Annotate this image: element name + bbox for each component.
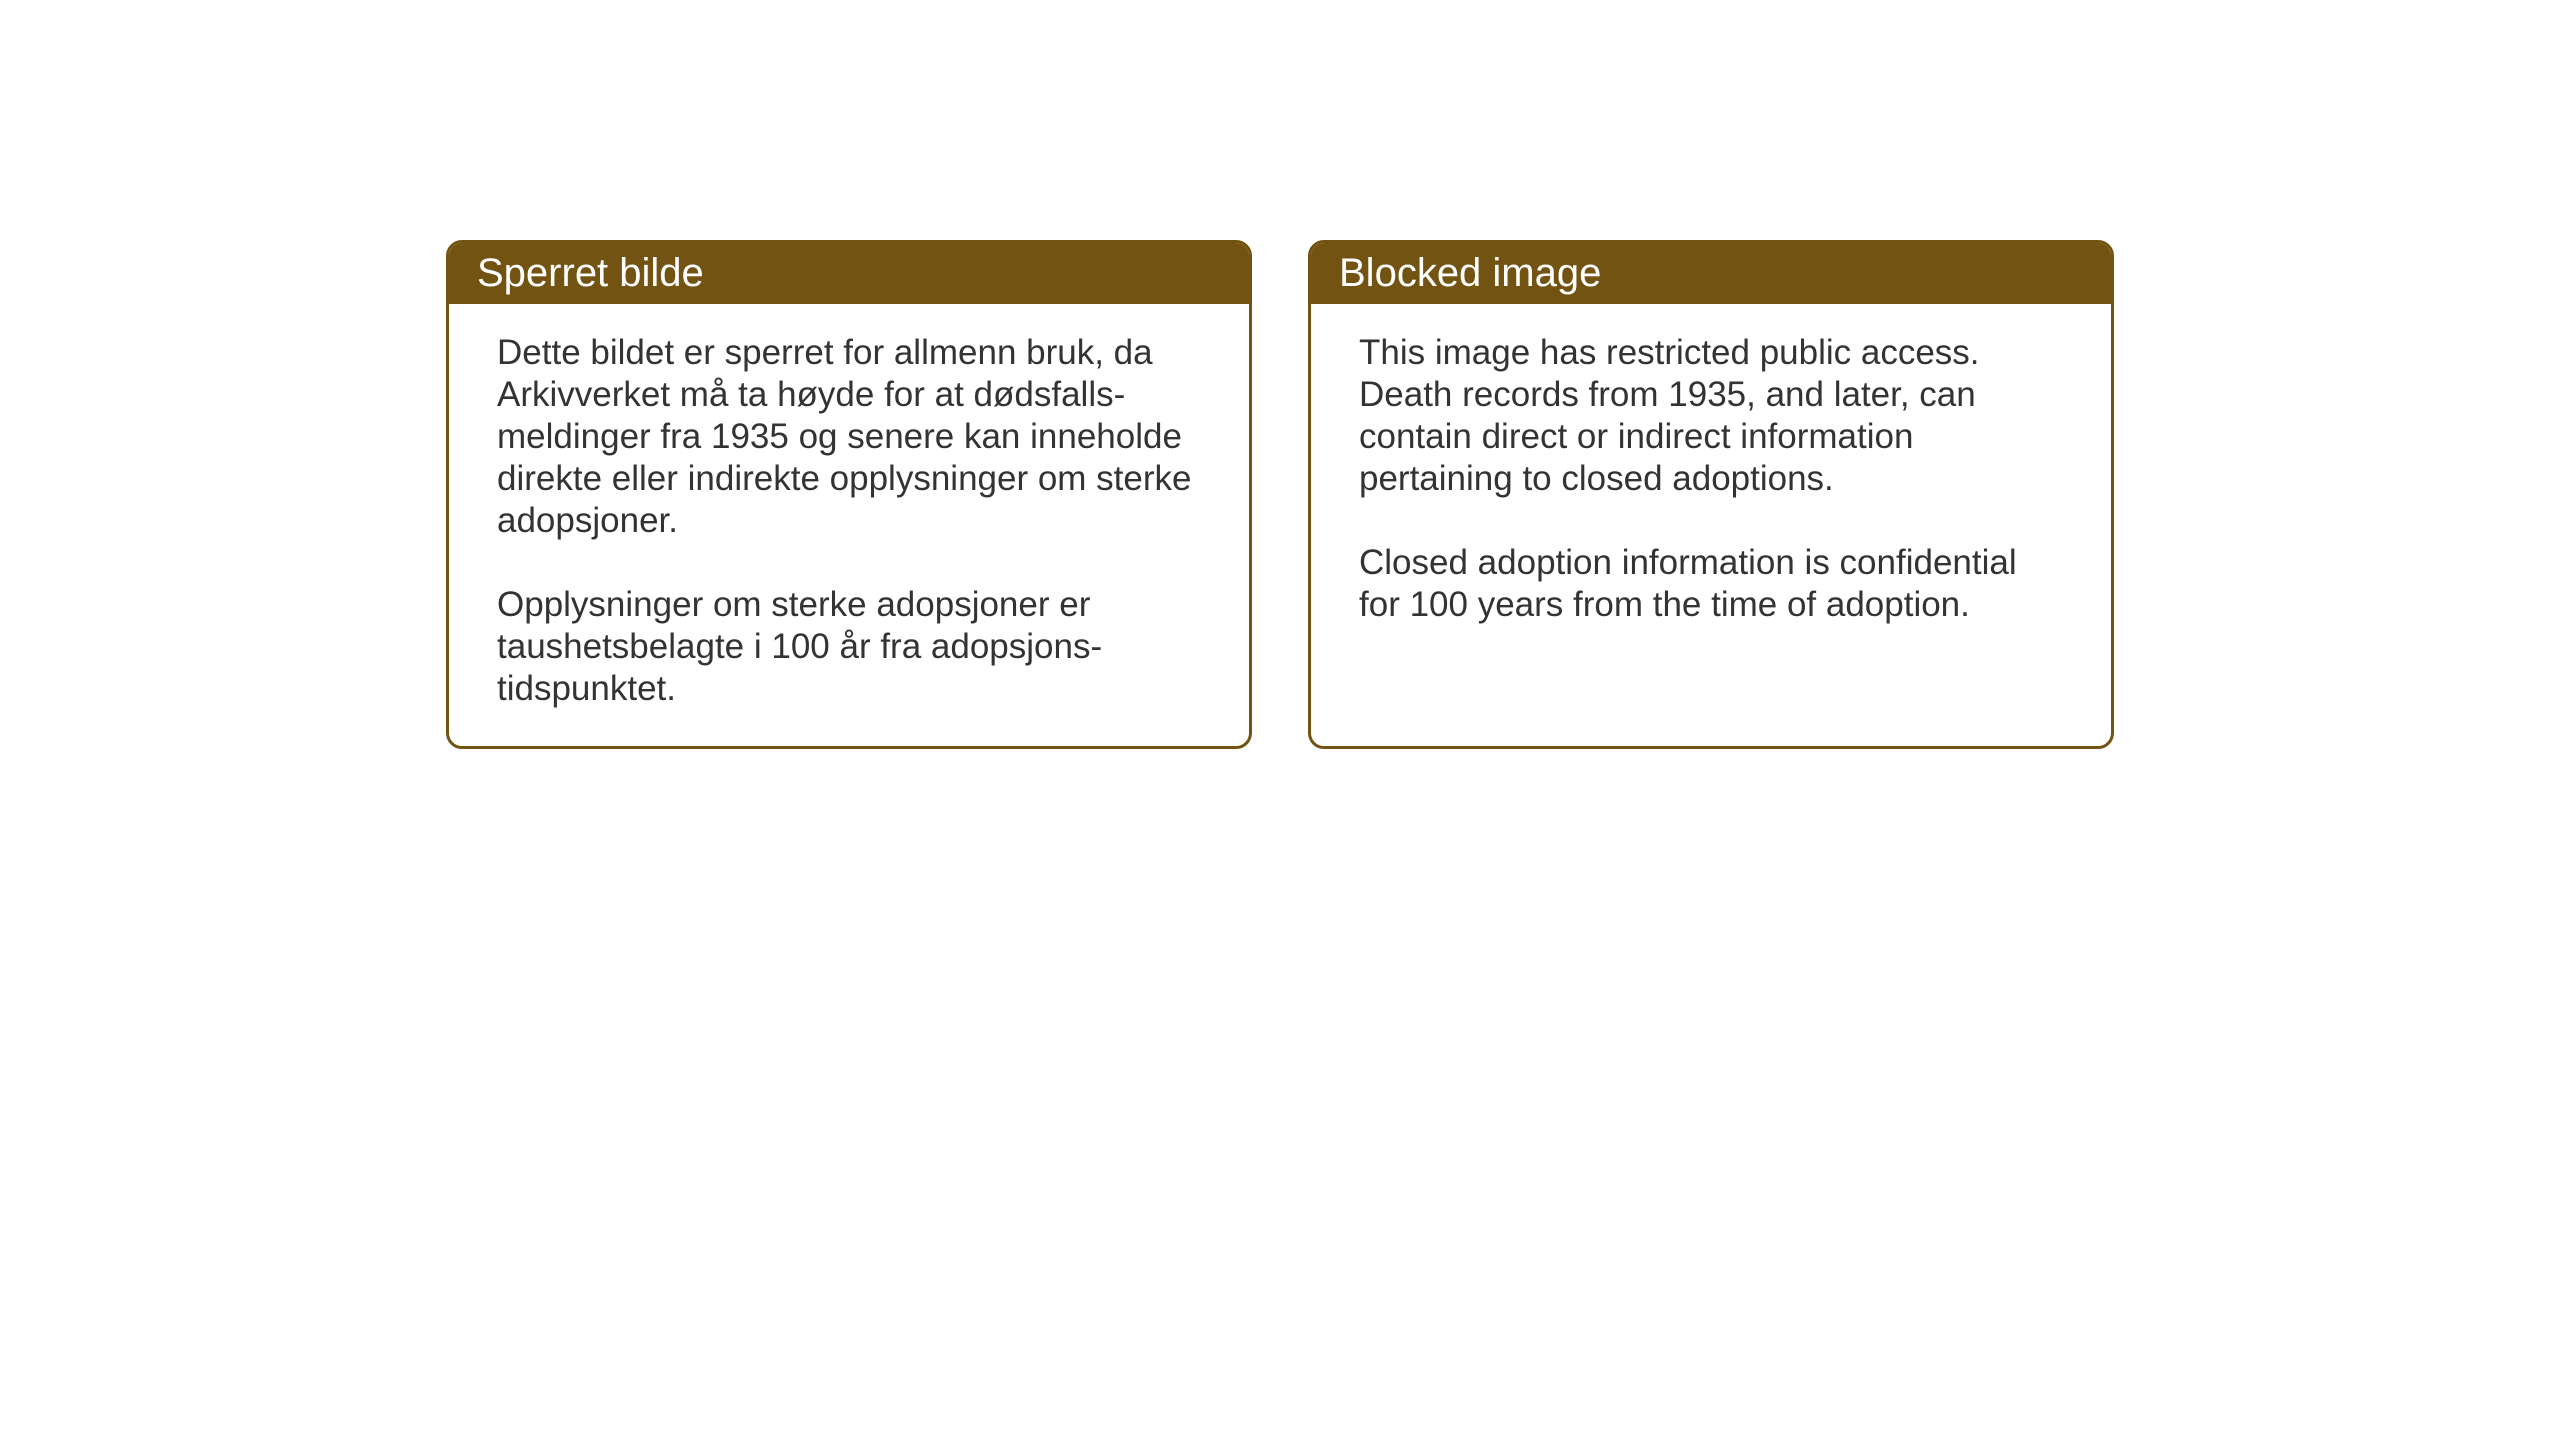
notice-paragraph-2: Closed adoption information is confident… [1359, 542, 2063, 626]
notice-paragraph-1: This image has restricted public access.… [1359, 332, 2063, 500]
notice-paragraph-1: Dette bildet er sperret for allmenn bruk… [497, 332, 1201, 542]
notice-header-norwegian: Sperret bilde [449, 243, 1249, 304]
notice-body-norwegian: Dette bildet er sperret for allmenn bruk… [449, 304, 1249, 746]
notice-body-english: This image has restricted public access.… [1311, 304, 2111, 662]
notice-header-english: Blocked image [1311, 243, 2111, 304]
notice-card-english: Blocked image This image has restricted … [1308, 240, 2114, 749]
notice-title: Blocked image [1339, 251, 1601, 295]
notice-paragraph-2: Opplysninger om sterke adopsjoner er tau… [497, 584, 1201, 710]
notice-cards-container: Sperret bilde Dette bildet er sperret fo… [446, 240, 2114, 749]
notice-title: Sperret bilde [477, 251, 704, 295]
notice-card-norwegian: Sperret bilde Dette bildet er sperret fo… [446, 240, 1252, 749]
